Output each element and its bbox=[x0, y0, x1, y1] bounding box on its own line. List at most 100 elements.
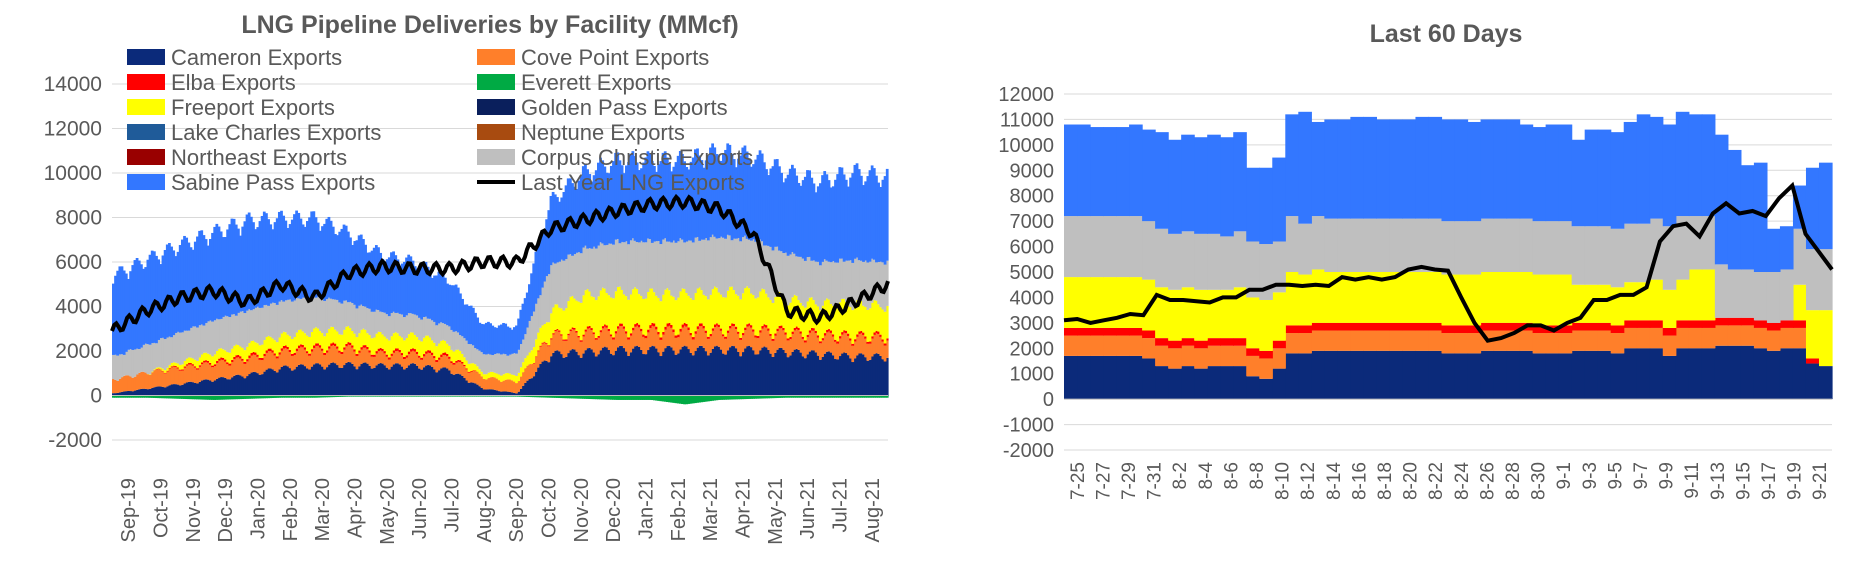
y-tick-label: 2000 bbox=[55, 340, 102, 363]
bar-segment bbox=[1767, 323, 1781, 331]
bar-segment bbox=[1572, 323, 1586, 331]
y-tick-label: 0 bbox=[1043, 389, 1054, 411]
bar-segment bbox=[1624, 348, 1638, 399]
bar-segment bbox=[1428, 323, 1442, 331]
bar-segment bbox=[1376, 119, 1390, 218]
x-tick-label: 8-4 bbox=[1196, 462, 1217, 490]
bar-segment bbox=[1767, 272, 1781, 323]
bar-segment bbox=[1650, 320, 1664, 328]
bar-segment bbox=[1520, 330, 1534, 350]
bar-segment bbox=[1676, 348, 1690, 399]
bar-segment bbox=[1533, 275, 1547, 326]
bar-segment bbox=[1103, 328, 1117, 336]
bar-segment bbox=[1246, 356, 1260, 376]
bar-segment bbox=[1194, 137, 1208, 234]
bar-segment bbox=[1181, 338, 1195, 346]
y-tick-label: 10000 bbox=[44, 162, 102, 185]
y-tick-label: 3000 bbox=[1010, 313, 1055, 335]
x-tick-label: May-21 bbox=[765, 478, 787, 545]
bar-segment bbox=[1402, 119, 1416, 218]
bar-segment bbox=[1363, 330, 1377, 350]
bar-segment bbox=[1298, 275, 1312, 326]
bar-segment bbox=[1598, 130, 1612, 227]
bar-segment bbox=[1324, 330, 1338, 350]
bar-segment bbox=[1455, 353, 1469, 399]
bar-segment bbox=[1129, 336, 1143, 356]
y-tick-label: 7000 bbox=[1010, 211, 1055, 233]
bar-segment bbox=[1376, 351, 1390, 399]
bar-segment bbox=[356, 354, 359, 356]
x-tick-label: 8-14 bbox=[1324, 462, 1345, 500]
bar-segment bbox=[1129, 216, 1143, 277]
bar-segment bbox=[1389, 330, 1403, 350]
bar-segment bbox=[1428, 117, 1442, 219]
x-tick-label: Jun-21 bbox=[797, 478, 819, 539]
bar-segment bbox=[1350, 323, 1364, 331]
bar-segment bbox=[660, 337, 663, 339]
y-tick-label: 12000 bbox=[44, 118, 102, 141]
legend-item: Golden Pass Exports bbox=[477, 95, 728, 120]
bar-segment bbox=[1363, 117, 1377, 219]
x-tick-label: 8-24 bbox=[1452, 462, 1473, 500]
chart-title: LNG Pipeline Deliveries by Facility (MMc… bbox=[241, 11, 738, 39]
bar-segment bbox=[1259, 379, 1273, 399]
bar-segment bbox=[1624, 328, 1638, 348]
bar-segment bbox=[1155, 366, 1169, 399]
bar-segment bbox=[1598, 226, 1612, 284]
bar-segment bbox=[1494, 119, 1508, 218]
bar-segment bbox=[1676, 328, 1690, 348]
bar-segment bbox=[1741, 269, 1755, 317]
bar-segment bbox=[1142, 330, 1156, 338]
bar-segment bbox=[1103, 336, 1117, 356]
bar-segment bbox=[1090, 356, 1104, 399]
legend-item: Sabine Pass Exports bbox=[127, 170, 375, 195]
bar-segment bbox=[1624, 122, 1638, 224]
bar-segment bbox=[1715, 325, 1729, 345]
bar-segment bbox=[1285, 114, 1299, 216]
legend-swatch bbox=[127, 124, 165, 140]
bar-segment bbox=[308, 354, 311, 356]
bar-segment bbox=[1520, 272, 1534, 323]
bar-segment bbox=[1090, 328, 1104, 336]
bar-segment bbox=[1650, 117, 1664, 219]
bar-segment bbox=[1350, 330, 1364, 350]
bar-segment bbox=[1481, 272, 1495, 323]
legend-label: Last Year LNG Exports bbox=[521, 170, 745, 195]
legend-item: Cove Point Exports bbox=[477, 45, 709, 70]
bar-segment bbox=[1220, 137, 1234, 236]
bar-segment bbox=[1546, 275, 1560, 326]
x-tick-label: Mar-21 bbox=[700, 478, 722, 541]
bar-segment bbox=[1194, 348, 1208, 368]
bar-segment bbox=[1077, 336, 1091, 356]
bar-segment bbox=[1324, 119, 1338, 218]
legend-swatch bbox=[477, 124, 515, 140]
x-tick-label: Jan-20 bbox=[248, 478, 270, 539]
bar-segment bbox=[1168, 290, 1182, 341]
bar-segment bbox=[851, 344, 854, 346]
x-tick-label: Apr-20 bbox=[345, 478, 367, 538]
bar-segment bbox=[1116, 328, 1130, 336]
bar-segment bbox=[627, 337, 630, 339]
bar-segment bbox=[1494, 351, 1508, 399]
bar-segment bbox=[1168, 341, 1182, 349]
bar-segment bbox=[1155, 132, 1169, 229]
bar-segment bbox=[1611, 333, 1625, 353]
bar-segment bbox=[1324, 323, 1338, 331]
x-tick-label: 9-5 bbox=[1605, 462, 1626, 489]
bar-segment bbox=[1533, 353, 1547, 399]
legend-item: Cameron Exports bbox=[127, 45, 342, 70]
bar-segment bbox=[1585, 226, 1599, 284]
bar-segment bbox=[1259, 351, 1273, 359]
bar-segment bbox=[1402, 351, 1416, 399]
bar-segment bbox=[1259, 168, 1273, 244]
bar-segment bbox=[1194, 369, 1208, 400]
bar-segment bbox=[1598, 330, 1612, 350]
bar-segment bbox=[1689, 328, 1703, 348]
bar-segment bbox=[468, 372, 471, 373]
bar-segment bbox=[772, 339, 775, 341]
bar-segment bbox=[1650, 328, 1664, 348]
bar-segment bbox=[724, 337, 727, 339]
y-tick-label: 6000 bbox=[1010, 237, 1055, 259]
bar-segment bbox=[1455, 333, 1469, 353]
legend-swatch bbox=[477, 74, 515, 90]
